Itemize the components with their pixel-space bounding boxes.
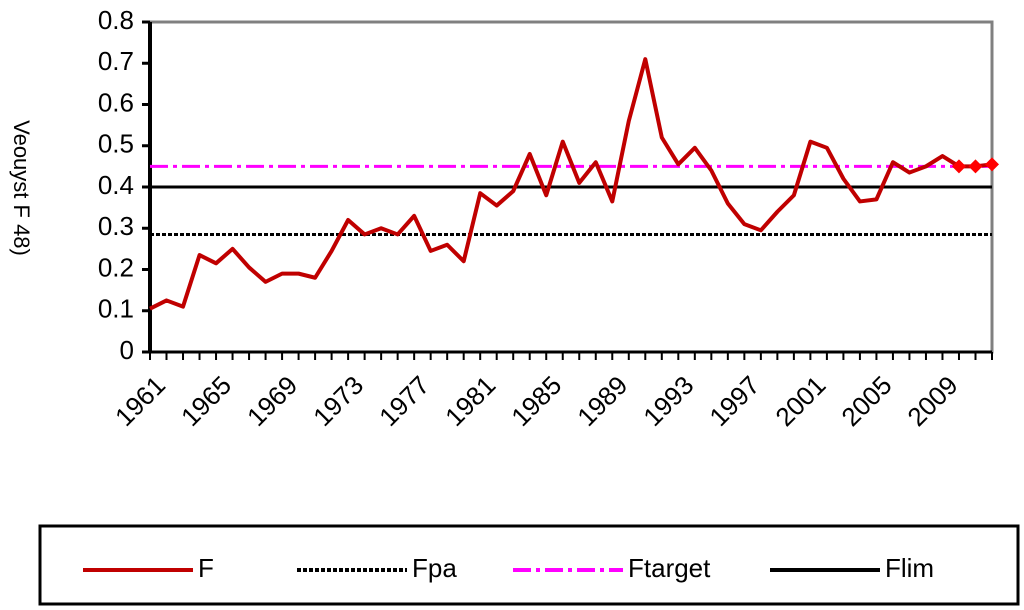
legend-box [38,524,1020,606]
y-tick-label: 0.2 [98,252,134,282]
x-tick-label: 1973 [307,370,369,432]
x-tick-label: 2005 [835,370,897,432]
legend-label: Flim [885,553,934,583]
legend-label: Fpa [412,553,457,583]
x-tick-label: 1997 [703,370,765,432]
x-tick-label: 1961 [109,370,171,432]
x-tick-label: 2001 [769,370,831,432]
x-tick-label: 2009 [901,370,963,432]
y-tick-label: 0.3 [98,211,134,241]
x-tick-label: 1977 [373,370,435,432]
x-tick-label: 1989 [571,370,633,432]
x-tick-label: 1985 [505,370,567,432]
y-tick-label: 0.6 [98,87,134,117]
x-tick-label: 1969 [241,370,303,432]
y-tick-label: 0.1 [98,294,134,324]
data-point [968,159,983,174]
data-line [149,57,993,311]
data-point [985,157,999,172]
y-tick-label: 0.4 [98,170,134,200]
data-point [951,159,966,174]
y-axis-label: Veouyst F 48) [9,120,34,256]
x-tick-label: 1965 [175,370,237,432]
y-tick-label: 0.7 [98,46,134,76]
legend-label: Ftarget [628,553,711,583]
x-tick-label: 1981 [439,370,501,432]
y-tick-label: 0.8 [98,5,134,35]
y-tick-label: 0.5 [98,129,134,159]
x-tick-label: 1993 [637,370,699,432]
y-tick-label: 0 [120,335,134,365]
legend-label: F [198,553,214,583]
